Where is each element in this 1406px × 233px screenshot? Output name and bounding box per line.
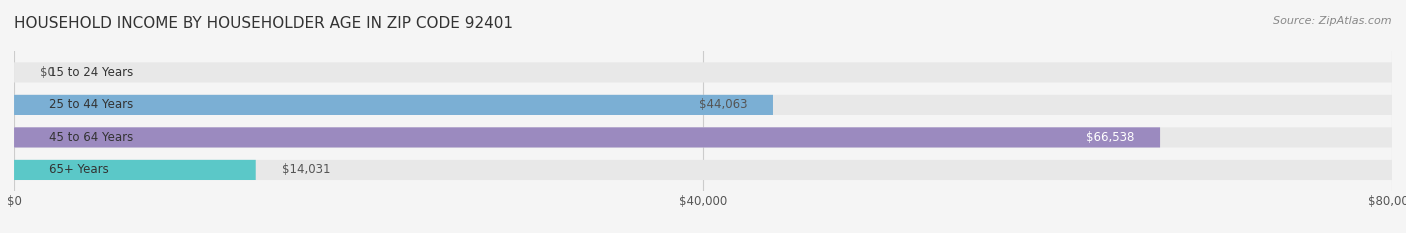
Text: $0: $0: [39, 66, 55, 79]
Text: Source: ZipAtlas.com: Source: ZipAtlas.com: [1274, 16, 1392, 26]
Text: HOUSEHOLD INCOME BY HOUSEHOLDER AGE IN ZIP CODE 92401: HOUSEHOLD INCOME BY HOUSEHOLDER AGE IN Z…: [14, 16, 513, 31]
FancyBboxPatch shape: [14, 160, 256, 180]
Text: $44,063: $44,063: [699, 98, 747, 111]
FancyBboxPatch shape: [14, 62, 1392, 82]
Text: $66,538: $66,538: [1085, 131, 1135, 144]
FancyBboxPatch shape: [14, 160, 1392, 180]
FancyBboxPatch shape: [14, 127, 1160, 147]
Text: 15 to 24 Years: 15 to 24 Years: [48, 66, 132, 79]
Text: $14,031: $14,031: [281, 163, 330, 176]
FancyBboxPatch shape: [14, 95, 773, 115]
FancyBboxPatch shape: [14, 127, 1392, 147]
FancyBboxPatch shape: [14, 95, 1392, 115]
Text: 65+ Years: 65+ Years: [48, 163, 108, 176]
Text: 25 to 44 Years: 25 to 44 Years: [48, 98, 132, 111]
Text: 45 to 64 Years: 45 to 64 Years: [48, 131, 132, 144]
